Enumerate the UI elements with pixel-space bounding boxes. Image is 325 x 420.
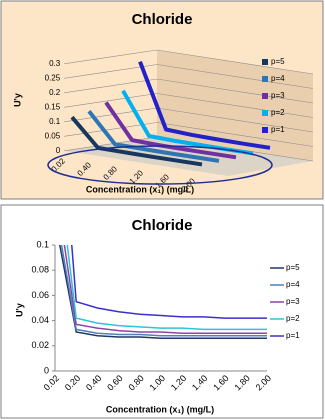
x-axis-title: Concentration (x₁) (mg/L) xyxy=(106,404,214,414)
series-line xyxy=(104,101,237,160)
y-tick-label: 0.3 xyxy=(49,59,61,68)
legend-label: p=4 xyxy=(271,74,285,83)
legend-label: p=1 xyxy=(286,331,300,340)
grid-line xyxy=(64,93,314,118)
legend-label: p=3 xyxy=(286,297,300,306)
grid-line xyxy=(64,49,314,75)
legend-label: p=1 xyxy=(271,125,285,134)
grid-line xyxy=(64,64,314,89)
series-group xyxy=(59,245,267,339)
y-tick-label: 0.15 xyxy=(45,102,61,111)
y-tick-label: 0.2 xyxy=(49,88,61,97)
chart-title: Chloride xyxy=(132,11,193,28)
series-line xyxy=(60,245,267,337)
y-tick-label: 0.1 xyxy=(36,239,49,249)
series-line xyxy=(59,245,267,339)
series-line xyxy=(71,245,267,319)
legend-swatch xyxy=(262,127,268,133)
y-tick-label: 0 xyxy=(56,146,61,155)
legend-swatch xyxy=(262,110,268,116)
series-line xyxy=(87,110,220,163)
chart-title: Chloride xyxy=(132,217,193,234)
highlight-ellipse xyxy=(47,145,273,185)
x-axis-title: Concentration (x₁) (mg/L) xyxy=(86,184,194,194)
y-tick-label: 0.06 xyxy=(31,290,49,300)
y-axis-title: U'y xyxy=(14,303,24,317)
series-line xyxy=(70,115,203,167)
legend-label: p=2 xyxy=(286,314,300,323)
y-tick-label: 0.08 xyxy=(31,265,49,275)
legend-label: p=3 xyxy=(271,91,285,100)
legend-label: p=2 xyxy=(271,108,285,117)
y-axis-title: U'y xyxy=(12,93,22,107)
y-tick-label: 0.1 xyxy=(49,117,61,126)
grid-line xyxy=(64,78,314,104)
legend-swatch xyxy=(262,59,268,65)
legend-swatch xyxy=(262,93,268,99)
legend-label: p=4 xyxy=(286,280,300,289)
series-line xyxy=(63,245,267,334)
legend-swatch xyxy=(262,76,268,82)
series-line xyxy=(66,245,267,331)
series-line xyxy=(138,60,271,150)
legend-label: p=5 xyxy=(271,57,285,66)
y-tick-label: 0.05 xyxy=(45,131,61,140)
y-tick-label: 0.25 xyxy=(45,73,61,82)
y-tick-label: 0.02 xyxy=(31,340,49,350)
y-tick-label: 0.04 xyxy=(31,315,49,325)
y-tick-label: 0 xyxy=(44,365,49,375)
grid-line xyxy=(64,122,314,147)
legend-label: p=5 xyxy=(286,263,300,272)
